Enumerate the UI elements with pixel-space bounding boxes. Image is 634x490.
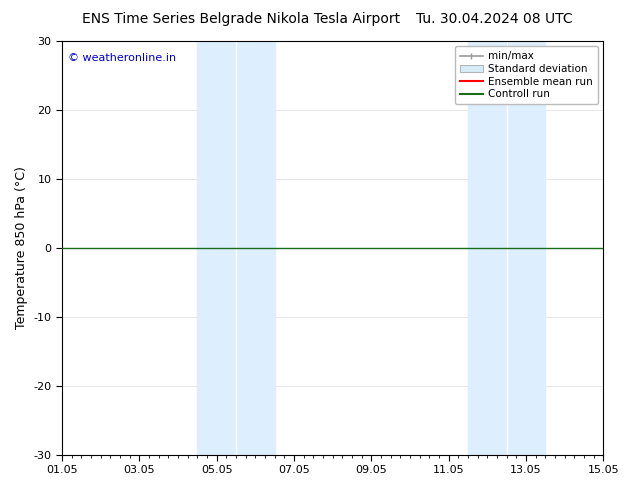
Legend: min/max, Standard deviation, Ensemble mean run, Controll run: min/max, Standard deviation, Ensemble me… [455, 46, 598, 104]
Text: © weatheronline.in: © weatheronline.in [67, 53, 176, 64]
Text: Tu. 30.04.2024 08 UTC: Tu. 30.04.2024 08 UTC [416, 12, 573, 26]
Text: ENS Time Series Belgrade Nikola Tesla Airport: ENS Time Series Belgrade Nikola Tesla Ai… [82, 12, 400, 26]
Bar [197, 41, 275, 455]
Y-axis label: Temperature 850 hPa (°C): Temperature 850 hPa (°C) [15, 167, 28, 329]
Bar [468, 41, 545, 455]
